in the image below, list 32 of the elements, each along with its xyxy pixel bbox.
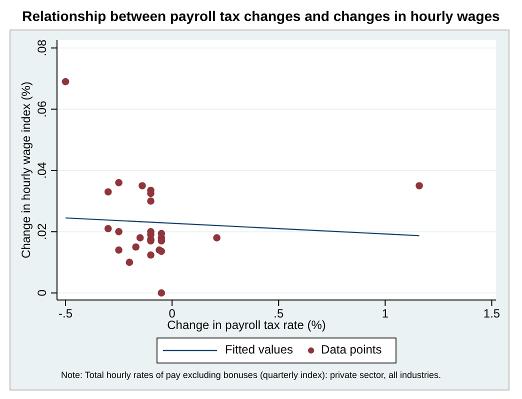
y-axis-title: Change in hourly wage index (%) xyxy=(19,82,33,258)
y-tick-label: .04 xyxy=(35,162,50,179)
point xyxy=(136,234,144,242)
x-tick-label: .5 xyxy=(274,306,284,321)
y-tick-label: .06 xyxy=(35,100,50,118)
text: Note: Total hourly rates of pay excluding bonuses (quarterly index): private sector, all industries. xyxy=(60,370,442,380)
point xyxy=(126,258,134,266)
point xyxy=(416,182,423,190)
x-tick-label: -.5 xyxy=(58,306,73,321)
point xyxy=(104,188,112,196)
y-tick-label: .08 xyxy=(35,39,50,56)
point xyxy=(158,248,166,255)
point xyxy=(138,182,146,190)
point xyxy=(115,246,122,254)
point xyxy=(62,78,70,86)
x-tick-label: 1 xyxy=(382,306,389,321)
point xyxy=(147,251,154,259)
point xyxy=(115,179,122,186)
y-tick-label: 0 xyxy=(35,289,50,296)
y-tick-label: .02 xyxy=(35,223,50,240)
point xyxy=(213,234,220,242)
x-tick-label: 1.5 xyxy=(483,306,500,321)
x-tick-label: 0 xyxy=(168,306,176,321)
point xyxy=(104,224,112,232)
legend-label: Fitted values xyxy=(225,342,294,357)
chart-title: Relationship between payroll tax changes and changes in hourly wages xyxy=(22,8,500,24)
x-axis-title: Change in payroll tax rate (%) xyxy=(167,318,326,332)
point xyxy=(147,197,154,205)
legend-label: Data points xyxy=(321,342,382,357)
point xyxy=(132,243,140,251)
point xyxy=(115,228,122,236)
point xyxy=(158,289,166,297)
